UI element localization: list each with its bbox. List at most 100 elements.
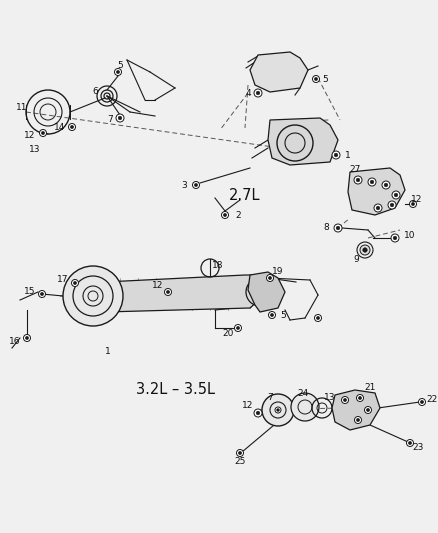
Text: 9: 9	[353, 255, 359, 264]
Circle shape	[376, 206, 380, 210]
Text: 5: 5	[117, 61, 123, 69]
Text: 25: 25	[234, 457, 246, 466]
Text: 12: 12	[242, 400, 254, 409]
Circle shape	[116, 114, 124, 122]
Text: 5: 5	[280, 311, 286, 319]
Circle shape	[270, 313, 274, 317]
Text: 7: 7	[107, 116, 113, 125]
Text: 3.2L – 3.5L: 3.2L – 3.5L	[135, 383, 215, 398]
Circle shape	[114, 69, 121, 76]
Circle shape	[334, 153, 338, 157]
Circle shape	[418, 399, 425, 406]
Circle shape	[384, 183, 388, 187]
Circle shape	[363, 248, 367, 252]
Circle shape	[314, 314, 321, 321]
Circle shape	[354, 416, 361, 424]
Text: 24: 24	[297, 389, 309, 398]
Circle shape	[410, 200, 417, 207]
Circle shape	[336, 226, 340, 230]
Text: 19: 19	[272, 268, 284, 277]
Circle shape	[388, 201, 396, 209]
Circle shape	[334, 224, 342, 232]
Text: 2: 2	[235, 211, 241, 220]
Circle shape	[192, 182, 199, 189]
Polygon shape	[248, 272, 285, 312]
Circle shape	[268, 311, 276, 319]
Circle shape	[364, 407, 371, 414]
Circle shape	[25, 336, 28, 340]
Text: 13: 13	[324, 392, 336, 401]
Circle shape	[420, 400, 424, 403]
Circle shape	[24, 335, 31, 342]
Circle shape	[40, 293, 43, 296]
Text: 16: 16	[9, 337, 21, 346]
Circle shape	[194, 183, 198, 187]
Text: 1: 1	[105, 348, 111, 357]
Circle shape	[358, 397, 362, 400]
Circle shape	[262, 394, 294, 426]
Text: 20: 20	[223, 328, 234, 337]
Text: 15: 15	[24, 287, 36, 296]
Text: 8: 8	[323, 223, 329, 232]
Circle shape	[367, 408, 370, 411]
Text: 23: 23	[412, 442, 424, 451]
Text: 12: 12	[25, 131, 35, 140]
Text: 11: 11	[16, 103, 28, 112]
Circle shape	[357, 418, 360, 422]
Circle shape	[234, 325, 241, 332]
Text: 3: 3	[181, 181, 187, 190]
Polygon shape	[250, 52, 308, 92]
Circle shape	[71, 125, 74, 128]
Circle shape	[39, 290, 46, 297]
Circle shape	[74, 281, 77, 285]
Circle shape	[275, 407, 281, 413]
Circle shape	[277, 409, 279, 411]
Circle shape	[357, 394, 364, 401]
Circle shape	[63, 266, 123, 326]
Circle shape	[117, 70, 120, 74]
Polygon shape	[268, 118, 338, 165]
Text: 13: 13	[29, 146, 41, 155]
Text: 14: 14	[54, 124, 66, 133]
Circle shape	[237, 326, 240, 329]
Circle shape	[222, 212, 229, 219]
Text: 1: 1	[345, 150, 351, 159]
Circle shape	[42, 132, 45, 134]
Polygon shape	[85, 275, 272, 312]
Circle shape	[254, 89, 262, 97]
Text: 10: 10	[404, 230, 416, 239]
Text: 5: 5	[322, 75, 328, 84]
Circle shape	[68, 124, 75, 131]
Circle shape	[394, 193, 398, 197]
Circle shape	[316, 317, 320, 320]
Circle shape	[393, 236, 397, 240]
Circle shape	[343, 399, 346, 401]
Text: 12: 12	[411, 196, 423, 205]
Circle shape	[374, 204, 382, 212]
Circle shape	[354, 176, 362, 184]
Circle shape	[390, 203, 394, 207]
Circle shape	[266, 274, 273, 281]
Text: 6: 6	[92, 87, 98, 96]
Circle shape	[71, 279, 78, 287]
Text: 27: 27	[350, 166, 360, 174]
Text: 7: 7	[267, 393, 273, 402]
Circle shape	[254, 409, 262, 417]
Circle shape	[223, 213, 226, 216]
Circle shape	[314, 77, 318, 80]
Polygon shape	[332, 390, 380, 430]
Circle shape	[356, 178, 360, 182]
Circle shape	[166, 290, 170, 294]
Text: 2.7L: 2.7L	[229, 188, 261, 203]
Text: 12: 12	[152, 280, 164, 289]
Circle shape	[256, 411, 260, 415]
Circle shape	[392, 191, 400, 199]
Circle shape	[312, 76, 319, 83]
Circle shape	[342, 397, 349, 403]
Circle shape	[411, 203, 415, 206]
Circle shape	[391, 234, 399, 242]
Circle shape	[291, 393, 319, 421]
Circle shape	[382, 181, 390, 189]
Circle shape	[370, 180, 374, 184]
Circle shape	[360, 245, 370, 255]
